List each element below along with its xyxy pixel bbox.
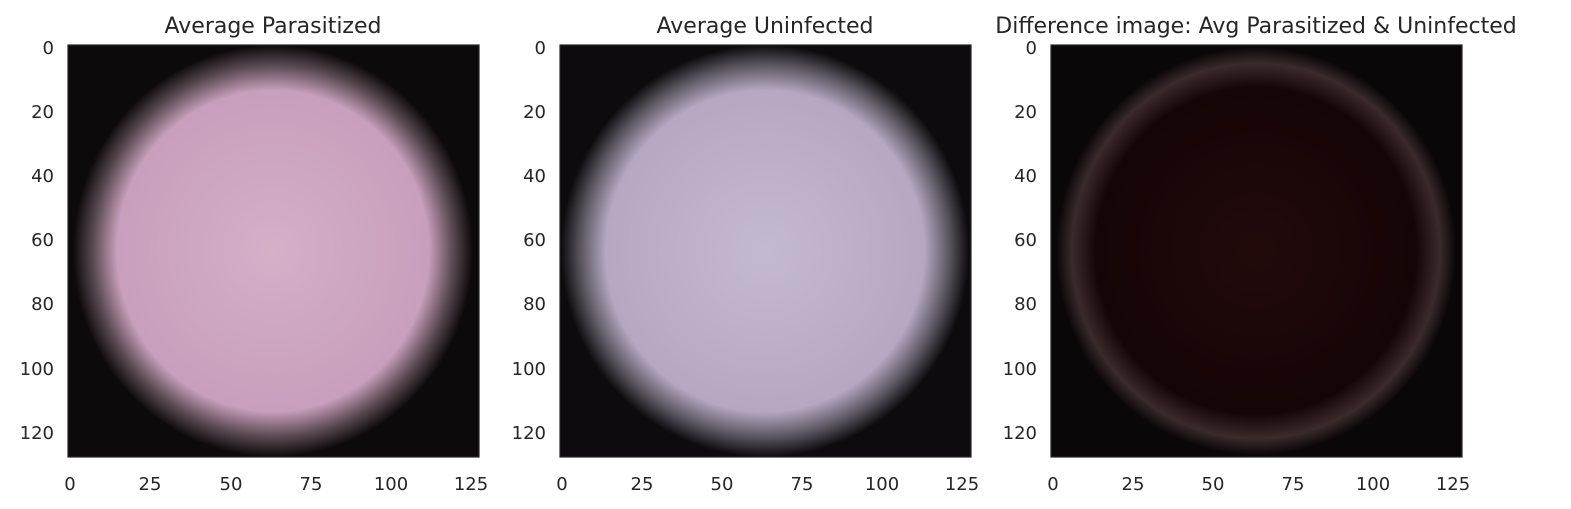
panel-difference-image: Difference image: Avg Parasitized & Unin… — [995, 14, 1516, 495]
x-tick-label: 50 — [711, 474, 734, 495]
y-ticks: 0 20 40 60 80 100 120 — [20, 38, 54, 444]
x-tick-label: 125 — [1436, 474, 1470, 495]
y-tick-label: 40 — [523, 166, 546, 187]
y-tick-label: 20 — [1014, 102, 1037, 123]
y-tick-label: 120 — [20, 423, 54, 444]
x-tick-label: 50 — [1202, 474, 1225, 495]
x-tick-label: 75 — [300, 474, 323, 495]
y-tick-label: 60 — [1014, 230, 1037, 251]
panel-title: Average Parasitized — [165, 14, 382, 39]
y-tick-label: 40 — [31, 166, 54, 187]
x-ticks: 0 25 50 75 100 125 — [556, 474, 979, 495]
y-tick-label: 60 — [523, 230, 546, 251]
x-tick-label: 25 — [631, 474, 654, 495]
x-tick-label: 75 — [791, 474, 814, 495]
y-tick-label: 20 — [31, 102, 54, 123]
axes-frame — [67, 44, 480, 458]
panel-title: Average Uninfected — [657, 14, 874, 39]
panel-title: Difference image: Avg Parasitized & Unin… — [995, 14, 1516, 39]
y-tick-label: 80 — [1014, 294, 1037, 315]
x-tick-label: 50 — [220, 474, 243, 495]
x-tick-label: 25 — [139, 474, 162, 495]
x-tick-label: 125 — [454, 474, 488, 495]
x-tick-label: 0 — [1047, 474, 1058, 495]
y-tick-label: 120 — [1003, 423, 1037, 444]
y-tick-label: 80 — [523, 294, 546, 315]
y-tick-label: 0 — [535, 38, 546, 59]
axes-frame — [1050, 44, 1463, 458]
x-tick-label: 0 — [64, 474, 75, 495]
y-tick-label: 0 — [1026, 38, 1037, 59]
axes-frame — [559, 44, 972, 458]
y-ticks: 0 20 40 60 80 100 120 — [1003, 38, 1037, 444]
x-tick-label: 0 — [556, 474, 567, 495]
y-tick-label: 100 — [20, 359, 54, 380]
y-tick-label: 60 — [31, 230, 54, 251]
y-tick-label: 40 — [1014, 166, 1037, 187]
cell-image — [1056, 47, 1456, 455]
x-ticks: 0 25 50 75 100 125 — [1047, 474, 1470, 495]
y-tick-label: 0 — [43, 38, 54, 59]
y-tick-label: 100 — [1003, 359, 1037, 380]
x-ticks: 0 25 50 75 100 125 — [64, 474, 488, 495]
x-tick-label: 100 — [374, 474, 408, 495]
y-tick-label: 100 — [512, 359, 546, 380]
y-tick-label: 80 — [31, 294, 54, 315]
cell-image — [73, 45, 473, 457]
cell-image — [561, 45, 969, 457]
panel-avg-parasitized: Average Parasitized 0 25 50 75 100 125 0… — [20, 14, 489, 495]
y-tick-label: 120 — [512, 423, 546, 444]
panel-avg-uninfected: Average Uninfected 0 25 50 75 100 125 0 … — [512, 14, 980, 495]
y-ticks: 0 20 40 60 80 100 120 — [512, 38, 546, 444]
x-tick-label: 100 — [865, 474, 899, 495]
y-tick-label: 20 — [523, 102, 546, 123]
x-tick-label: 100 — [1356, 474, 1390, 495]
x-tick-label: 25 — [1122, 474, 1145, 495]
x-tick-label: 75 — [1282, 474, 1305, 495]
x-tick-label: 125 — [945, 474, 979, 495]
